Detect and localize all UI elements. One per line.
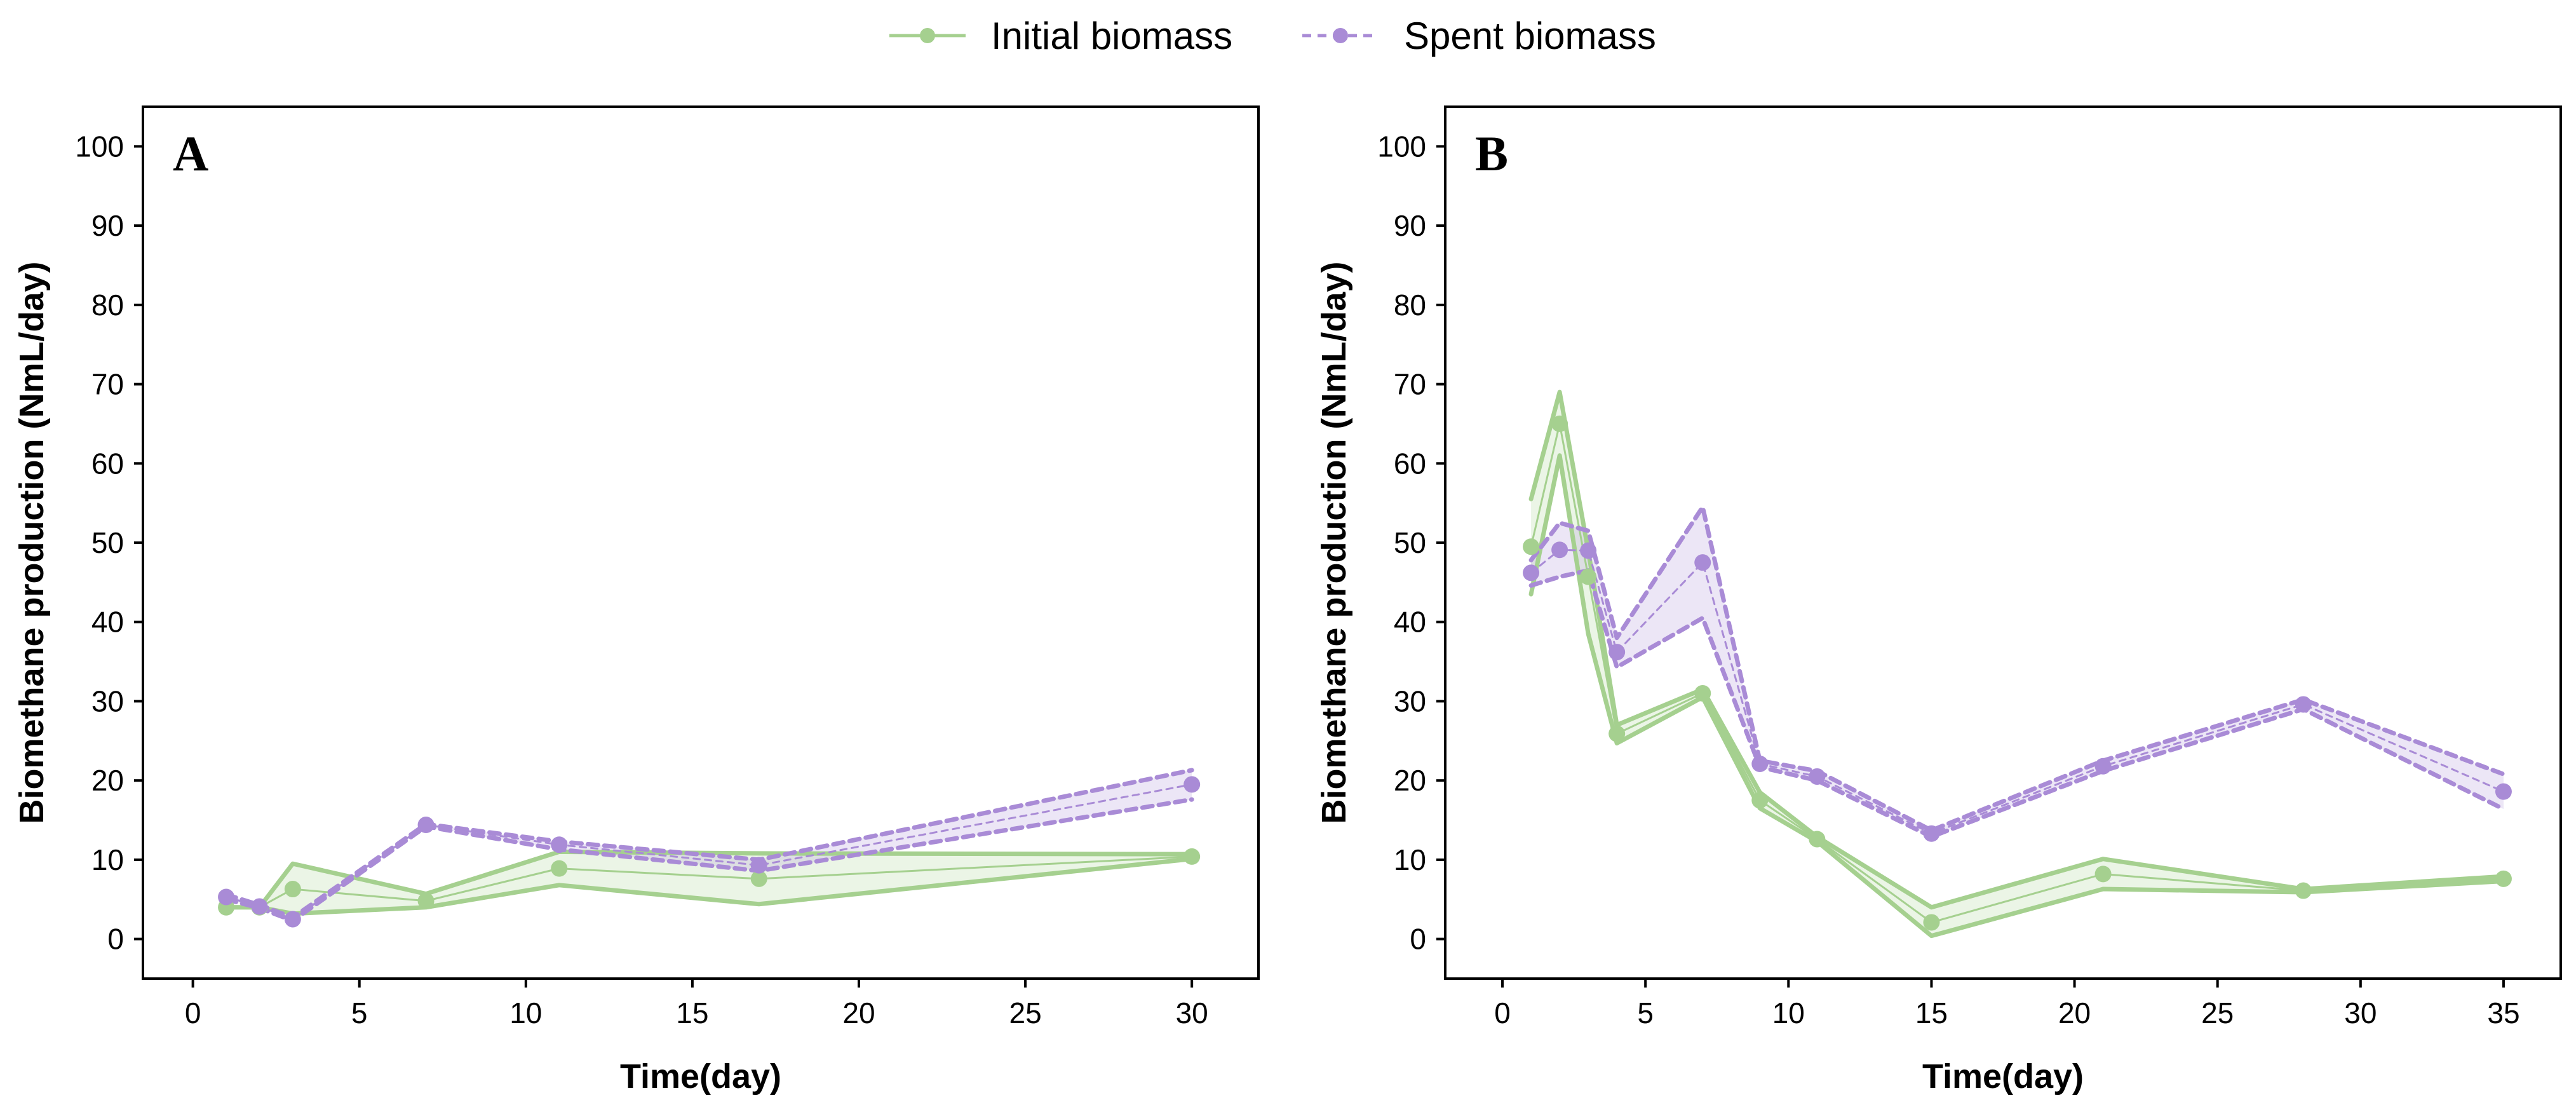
point-initial-biomass-b-day-9: [1751, 792, 1769, 809]
point-spent-biomass-b-day-9: [1751, 755, 1769, 772]
point-initial-biomass-b-day-1: [1523, 538, 1540, 555]
point-spent-biomass-a-day-30: [1183, 776, 1201, 793]
y-tick-label-b-100: 100: [1377, 130, 1426, 163]
x-tick-label-b-15: 15: [1915, 996, 1948, 1029]
y-tick-label-a-70: 70: [91, 368, 124, 401]
x-tick-label-b-20: 20: [2058, 996, 2091, 1029]
legend-label-initial-biomass: Initial biomass: [991, 15, 1232, 57]
legend-entry-initial-biomass: Initial biomass: [889, 15, 1232, 57]
y-axis-title-b: Biomethane production (NmL/day): [1315, 261, 1353, 824]
point-spent-biomass-a-day-11: [551, 836, 568, 853]
panel-label-a: A: [173, 126, 208, 181]
point-spent-biomass-b-day-11: [1809, 768, 1826, 785]
point-initial-biomass-b-day-35: [2495, 870, 2512, 887]
point-initial-biomass-b-day-11: [1809, 831, 1826, 848]
x-tick-label-a-10: 10: [509, 996, 542, 1029]
panel-a: A Time(day) Biomethane production (NmL/d…: [13, 105, 1260, 1096]
y-tick-label-a-20: 20: [91, 764, 124, 797]
x-tick-label-a-20: 20: [842, 996, 875, 1029]
x-tick-label-b-30: 30: [2344, 996, 2377, 1029]
panel-b: B Time(day) Biomethane production (NmL/d…: [1315, 105, 2562, 1096]
y-tick-label-a-100: 100: [75, 130, 124, 163]
upper-line-initial-biomass-b: [1528, 390, 2506, 910]
point-initial-biomass-b-day-3: [1580, 568, 1597, 585]
x-tick-label-a-30: 30: [1176, 996, 1208, 1029]
x-tick-label-b-10: 10: [1772, 996, 1805, 1029]
y-tick-label-a-60: 60: [91, 447, 124, 480]
point-spent-biomass-b-day-3: [1580, 542, 1597, 559]
y-tick-label-b-20: 20: [1394, 764, 1426, 797]
point-initial-biomass-b-day-4: [1608, 725, 1626, 742]
point-initial-biomass-b-day-2: [1551, 415, 1568, 432]
mean-line-initial-biomass-b: [1530, 423, 2505, 923]
point-initial-biomass-b-day-7: [1694, 684, 1711, 702]
x-tick-label-b-35: 35: [2487, 996, 2519, 1029]
y-tick-label-a-10: 10: [91, 843, 124, 876]
x-tick-label-b-0: 0: [1494, 996, 1511, 1029]
band-spent-biomass-b: [1531, 506, 2504, 837]
y-tick-label-b-30: 30: [1394, 684, 1426, 717]
y-tick-label-b-0: 0: [1410, 923, 1426, 956]
legend-marker-spent-biomass: [1333, 28, 1348, 43]
point-spent-biomass-a-day-7: [417, 817, 435, 834]
panel-label-b: B: [1475, 126, 1508, 181]
x-tick-label-b-5: 5: [1637, 996, 1654, 1029]
y-tick-label-a-80: 80: [91, 289, 124, 322]
y-tick-label-a-90: 90: [91, 209, 124, 242]
y-tick-label-a-0: 0: [107, 923, 124, 956]
point-initial-biomass-b-day-15: [1923, 914, 1940, 931]
y-tick-label-a-50: 50: [91, 526, 124, 559]
plot-frame-b: [1444, 105, 2562, 980]
y-tick-label-a-40: 40: [91, 606, 124, 639]
point-spent-biomass-a-day-2: [251, 898, 268, 915]
y-tick-label-b-50: 50: [1394, 526, 1426, 559]
point-initial-biomass-a-day-11: [551, 860, 568, 877]
point-initial-biomass-a-day-30: [1183, 848, 1201, 865]
x-tick-label-a-5: 5: [351, 996, 368, 1029]
x-axis-title-a: Time(day): [620, 1057, 781, 1096]
point-spent-biomass-b-day-35: [2495, 783, 2512, 800]
point-spent-biomass-b-day-4: [1608, 644, 1626, 661]
legend-entry-spent-biomass: Spent biomass: [1302, 15, 1656, 57]
legend-marker-initial-biomass: [920, 28, 935, 43]
point-spent-biomass-b-day-1: [1523, 564, 1540, 581]
y-axis-title-a: Biomethane production (NmL/day): [13, 261, 51, 824]
y-tick-label-b-90: 90: [1394, 209, 1426, 242]
y-tick-label-b-80: 80: [1394, 289, 1426, 322]
point-spent-biomass-b-day-15: [1923, 825, 1940, 842]
point-spent-biomass-b-day-21: [2094, 757, 2112, 775]
point-initial-biomass-a-day-7: [417, 892, 435, 909]
point-spent-biomass-b-day-7: [1694, 554, 1711, 571]
lower-line-initial-biomass-b: [1528, 453, 2506, 939]
point-initial-biomass-b-day-28: [2295, 882, 2312, 899]
x-axis-title-b: Time(day): [1922, 1057, 2084, 1096]
x-tick-label-b-25: 25: [2201, 996, 2234, 1029]
point-spent-biomass-a-day-1: [218, 888, 235, 906]
y-tick-label-a-30: 30: [91, 684, 124, 717]
point-initial-biomass-b-day-21: [2094, 866, 2112, 883]
y-tick-label-b-10: 10: [1394, 843, 1426, 876]
chart-legend: Initial biomass Spent biomass: [889, 15, 1656, 57]
legend-label-spent-biomass: Spent biomass: [1404, 15, 1656, 57]
point-spent-biomass-b-day-2: [1551, 541, 1568, 559]
point-spent-biomass-a-day-3: [284, 911, 301, 928]
y-tick-label-b-70: 70: [1394, 368, 1426, 401]
point-initial-biomass-a-day-17: [750, 870, 767, 887]
point-spent-biomass-a-day-17: [750, 857, 767, 874]
band-initial-biomass-b: [1531, 392, 2504, 936]
point-spent-biomass-b-day-28: [2295, 696, 2312, 713]
point-initial-biomass-a-day-3: [284, 881, 301, 898]
y-tick-label-b-60: 60: [1394, 447, 1426, 480]
x-tick-label-a-15: 15: [676, 996, 708, 1029]
x-tick-label-a-25: 25: [1009, 996, 1041, 1029]
y-tick-label-b-40: 40: [1394, 606, 1426, 639]
x-tick-label-a-0: 0: [185, 996, 201, 1029]
plot-frame-a: [142, 105, 1260, 980]
